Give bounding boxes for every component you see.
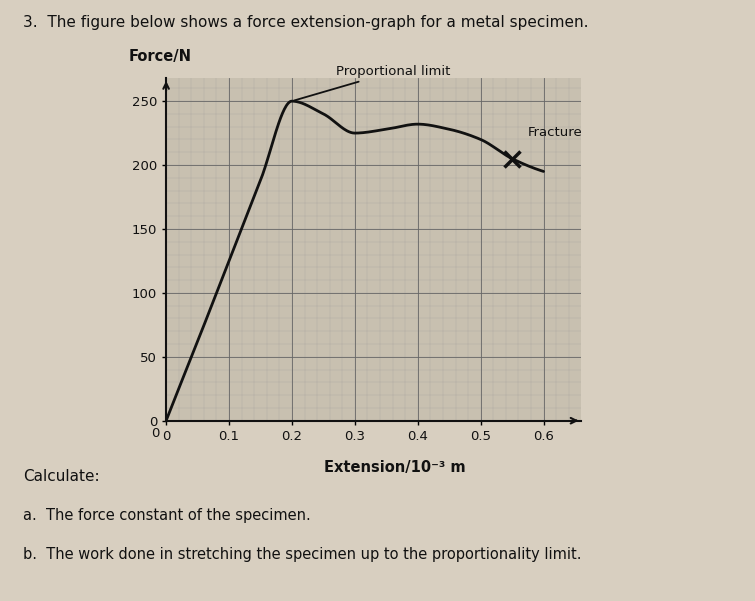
Text: b.  The work done in stretching the specimen up to the proportionality limit.: b. The work done in stretching the speci… (23, 547, 581, 562)
Text: Fracture: Fracture (528, 126, 583, 139)
Text: a.  The force constant of the specimen.: a. The force constant of the specimen. (23, 508, 310, 523)
Text: 3.  The figure below shows a force extension-graph for a metal specimen.: 3. The figure below shows a force extens… (23, 15, 588, 30)
Text: Force/N: Force/N (128, 49, 192, 64)
Text: 0: 0 (152, 427, 160, 440)
Text: Extension/10⁻³ m: Extension/10⁻³ m (324, 460, 465, 475)
Text: Proportional limit: Proportional limit (294, 65, 450, 100)
Text: Calculate:: Calculate: (23, 469, 99, 484)
